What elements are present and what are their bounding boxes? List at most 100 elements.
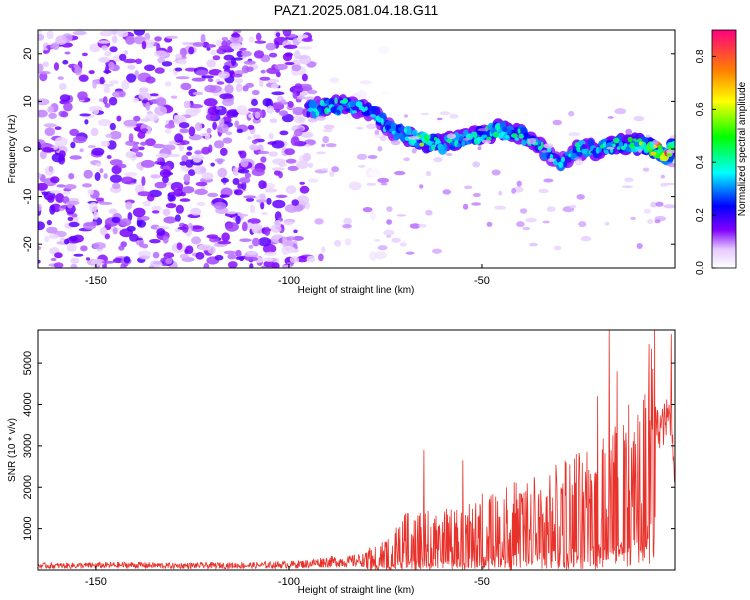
noise-blob xyxy=(301,38,313,42)
noise-blob xyxy=(56,184,66,188)
noise-blob xyxy=(70,257,80,264)
signal-blob xyxy=(563,161,568,168)
noise-blob xyxy=(136,220,146,228)
noise-blob xyxy=(380,91,389,95)
noise-blob xyxy=(79,148,84,153)
noise-blob xyxy=(38,33,45,41)
noise-blob xyxy=(123,50,129,55)
noise-blob xyxy=(48,112,57,119)
noise-blob xyxy=(282,30,292,37)
noise-blob xyxy=(84,119,89,125)
noise-blob xyxy=(68,235,78,242)
noise-blob xyxy=(49,190,62,194)
noise-blob xyxy=(137,146,145,151)
noise-blob xyxy=(568,132,580,137)
noise-blob xyxy=(179,161,187,166)
noise-blob xyxy=(436,117,443,121)
noise-blob xyxy=(95,197,105,202)
signal-blob xyxy=(603,141,607,148)
noise-blob xyxy=(154,105,168,116)
noise-blob xyxy=(178,143,184,152)
noise-blob xyxy=(179,128,189,134)
signal-blob xyxy=(355,101,363,108)
noise-blob xyxy=(241,181,247,191)
noise-blob xyxy=(248,244,254,249)
noise-blob xyxy=(283,44,298,49)
noise-blob xyxy=(296,95,306,100)
noise-blob xyxy=(607,116,614,119)
noise-blob xyxy=(152,143,165,149)
noise-blob xyxy=(231,33,241,38)
noise-blob xyxy=(119,53,127,61)
colorbar-tick-label: 0.4 xyxy=(695,155,706,169)
noise-blob xyxy=(419,184,424,189)
noise-blob xyxy=(144,32,151,41)
noise-blob xyxy=(420,112,430,116)
y-tick-label: 2000 xyxy=(22,475,34,499)
colorbar-tick-label: 0.0 xyxy=(695,261,706,275)
noise-blob xyxy=(140,128,149,132)
noise-blob xyxy=(105,65,110,75)
noise-blob xyxy=(156,228,166,236)
noise-blob xyxy=(638,148,642,153)
noise-blob xyxy=(190,207,202,216)
noise-blob xyxy=(206,234,219,239)
noise-blob xyxy=(38,246,42,250)
noise-blob xyxy=(440,111,451,116)
noise-blob xyxy=(546,206,556,212)
noise-blob xyxy=(149,93,159,97)
noise-blob xyxy=(287,165,299,171)
snr-series-line xyxy=(38,330,675,570)
noise-blob xyxy=(235,83,243,93)
noise-blob xyxy=(652,139,659,145)
colorbar-tick-label: 0.8 xyxy=(695,49,706,63)
snr-x-axis: -150 -100 -50 xyxy=(85,566,490,588)
noise-blob xyxy=(304,96,315,101)
noise-blob xyxy=(206,47,211,51)
noise-blob xyxy=(236,128,243,134)
noise-blob xyxy=(275,32,281,38)
noise-blob xyxy=(100,227,108,236)
noise-blob xyxy=(621,185,633,188)
noise-blob xyxy=(206,127,212,134)
signal-blob xyxy=(632,138,637,142)
noise-blob xyxy=(244,256,259,262)
noise-blob xyxy=(68,221,80,228)
noise-blob xyxy=(177,59,187,65)
noise-blob xyxy=(219,194,230,198)
noise-blob xyxy=(139,255,151,260)
noise-blob xyxy=(356,126,364,130)
noise-blob xyxy=(625,128,633,135)
noise-blob xyxy=(112,182,121,190)
noise-blob xyxy=(57,76,64,80)
y-tick-label: 0 xyxy=(22,146,34,152)
noise-blob xyxy=(669,135,675,139)
noise-blob xyxy=(156,43,161,53)
noise-blob xyxy=(133,115,141,122)
noise-blob xyxy=(101,45,109,51)
noise-blob xyxy=(259,78,264,88)
noise-blob xyxy=(291,199,299,206)
noise-blob xyxy=(125,35,135,45)
noise-blob xyxy=(215,106,223,110)
noise-blob xyxy=(194,165,207,175)
noise-blob xyxy=(83,169,93,179)
noise-blob xyxy=(46,226,58,234)
noise-blob xyxy=(201,75,214,79)
noise-blob xyxy=(259,193,266,200)
noise-blob xyxy=(70,141,76,149)
signal-blob xyxy=(306,111,311,118)
noise-blob xyxy=(373,251,387,260)
noise-blob xyxy=(194,150,203,155)
noise-blob xyxy=(135,58,143,65)
noise-blob xyxy=(519,208,528,214)
signal-blob xyxy=(517,128,521,134)
noise-blob xyxy=(547,158,555,163)
noise-blob xyxy=(222,137,233,144)
noise-blob xyxy=(91,258,105,266)
noise-blob xyxy=(220,177,229,183)
x-tick-label: -150 xyxy=(85,576,107,588)
noise-blob xyxy=(576,194,585,200)
noise-blob xyxy=(192,155,202,163)
